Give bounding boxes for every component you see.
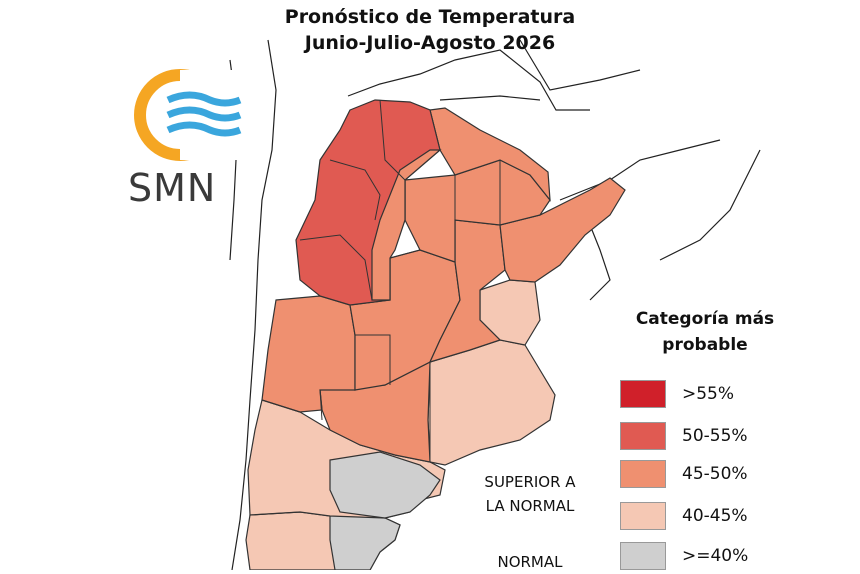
legend-swatch-gte40 xyxy=(620,542,666,570)
smn-logo-text: SMN xyxy=(128,166,217,210)
legend-label-45-50: 45-50% xyxy=(682,464,748,484)
region-buenos-aires xyxy=(427,339,556,466)
category-superior-line1: SUPERIOR A xyxy=(484,473,576,491)
legend-label-40-45: 40-45% xyxy=(682,506,748,526)
smn-logo-icon xyxy=(134,69,242,161)
legend-label-50-55: 50-55% xyxy=(682,426,748,446)
argentina-map xyxy=(245,99,626,570)
legend-swatch-gt55 xyxy=(620,380,666,408)
category-superior-line2: LA NORMAL xyxy=(485,497,575,515)
legend-swatch-50-55 xyxy=(620,422,666,450)
region-gray-south xyxy=(329,513,401,570)
region-north-east xyxy=(429,107,551,202)
legend-swatch-45-50 xyxy=(620,460,666,488)
region-gray-central-south xyxy=(329,451,441,519)
region-corrientes xyxy=(499,177,626,283)
map-title-line1: Pronóstico de Temperatura xyxy=(284,6,576,28)
category-normal: NORMAL xyxy=(497,553,563,571)
legend-label-gt55: >55% xyxy=(682,384,735,404)
legend-label-gte40: >=40% xyxy=(682,546,749,566)
legend-title-line2: probable xyxy=(662,335,748,355)
region-noa-inner xyxy=(371,149,442,301)
legend-title-line1: Categoría más xyxy=(635,309,775,329)
map-title-line2: Junio-Julio-Agosto 2026 xyxy=(304,32,556,54)
legend-swatch-40-45 xyxy=(620,502,666,530)
